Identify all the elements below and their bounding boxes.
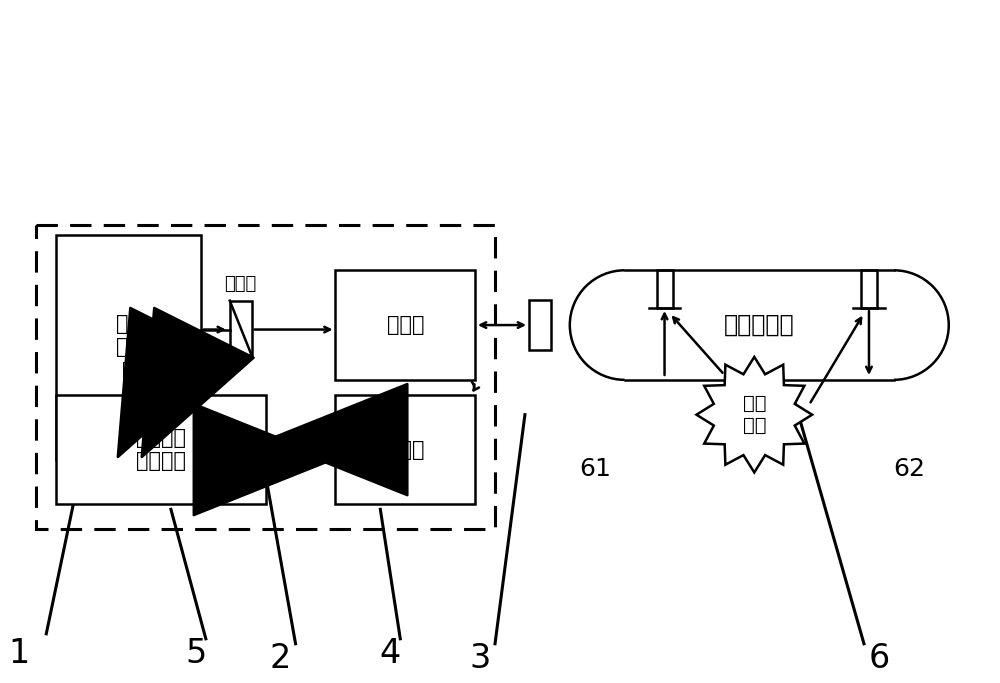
Text: 4: 4 bbox=[380, 637, 401, 670]
Text: 探测器: 探测器 bbox=[387, 440, 424, 460]
Bar bbox=[335, 395, 475, 504]
Text: 待测
气体: 待测 气体 bbox=[743, 394, 766, 435]
Bar bbox=[625, 270, 894, 380]
Bar bbox=[36, 225, 495, 529]
Text: 高反衰荁腔: 高反衰荁腔 bbox=[724, 313, 795, 337]
Text: 数据采集
控制单元: 数据采集 控制单元 bbox=[136, 428, 186, 471]
Text: 5: 5 bbox=[185, 637, 206, 670]
Text: 3: 3 bbox=[469, 642, 491, 675]
Bar bbox=[335, 270, 475, 380]
Text: 62: 62 bbox=[893, 458, 925, 482]
Bar bbox=[56, 395, 266, 504]
Bar bbox=[861, 270, 877, 308]
Text: 1: 1 bbox=[9, 637, 30, 670]
Bar bbox=[657, 270, 673, 308]
Bar bbox=[230, 301, 252, 355]
Bar bbox=[625, 270, 894, 380]
Text: 6: 6 bbox=[868, 642, 890, 675]
Bar bbox=[56, 236, 201, 460]
Text: 61: 61 bbox=[579, 458, 611, 482]
Text: 2: 2 bbox=[270, 642, 291, 675]
Text: 隔离器: 隔离器 bbox=[225, 275, 257, 293]
Text: 环形器: 环形器 bbox=[387, 315, 424, 335]
Bar bbox=[529, 300, 551, 350]
Text: 脉冲
激光
源: 脉冲 激光 源 bbox=[116, 314, 141, 380]
Polygon shape bbox=[696, 357, 812, 473]
